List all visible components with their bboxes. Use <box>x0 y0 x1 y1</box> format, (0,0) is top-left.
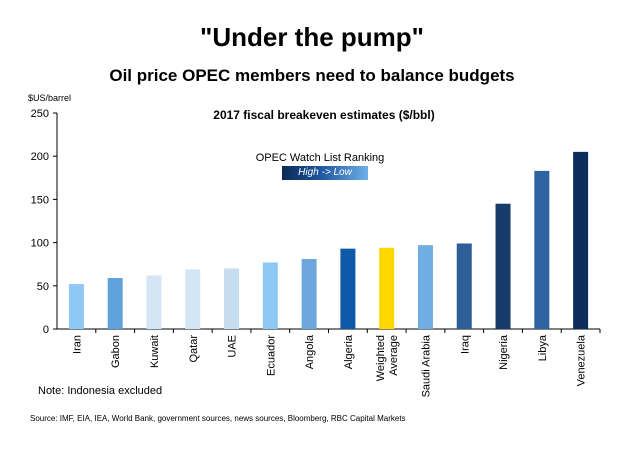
x-category-label: Libya <box>537 334 549 361</box>
bar <box>185 269 201 329</box>
footnote: Note: Indonesia excluded <box>38 385 163 397</box>
y-tick-label: 100 <box>31 238 49 250</box>
y-tick-label: 250 <box>31 108 49 120</box>
x-category-label: Angola <box>304 334 316 369</box>
bar <box>68 284 84 329</box>
x-category-label: Nigeria <box>498 334 510 370</box>
y-tick-label: 50 <box>37 281 49 293</box>
x-category-label: Iraq <box>459 335 471 354</box>
bar <box>573 151 589 329</box>
x-category-label: UAE <box>227 335 239 358</box>
x-category-label: Qatar <box>188 335 200 363</box>
ranking-legend-label: OPEC Watch List Ranking <box>255 152 385 164</box>
bar <box>146 275 162 329</box>
bar <box>262 262 278 329</box>
y-axis-unit-label: $US/barrel <box>28 93 72 103</box>
bar <box>379 247 395 329</box>
chart-title: "Under the pump" <box>200 22 424 52</box>
bar <box>456 243 472 329</box>
x-category-label: Weighted <box>375 335 387 381</box>
y-tick-label: 200 <box>31 151 49 163</box>
plot-title: 2017 fiscal breakeven estimates ($/bbl) <box>213 108 435 122</box>
y-tick-label: 0 <box>43 324 49 336</box>
bar <box>534 170 550 329</box>
y-tick-label: 150 <box>31 194 49 206</box>
bar <box>301 259 317 329</box>
x-category-label: Iran <box>71 335 83 354</box>
x-category-label: Venezuela <box>576 334 588 386</box>
bar <box>495 203 511 329</box>
x-category-label: Saudi Arabia <box>420 334 432 397</box>
ranking-gradient-bar: High -> Low <box>282 166 368 180</box>
x-category-label: Ecuador <box>265 335 277 376</box>
bar <box>224 268 240 329</box>
chart-subtitle: Oil price OPEC members need to balance b… <box>109 66 515 85</box>
source-note: Source: IMF, EIA, IEA, World Bank, gover… <box>30 414 406 423</box>
x-category-label: Gabon <box>110 335 122 368</box>
bar <box>417 245 433 329</box>
x-category-label: Kuwait <box>149 335 161 368</box>
bar <box>340 248 356 329</box>
bar <box>107 278 123 329</box>
x-category-label: Algeria <box>343 334 355 369</box>
x-category-label: Average <box>388 335 400 376</box>
